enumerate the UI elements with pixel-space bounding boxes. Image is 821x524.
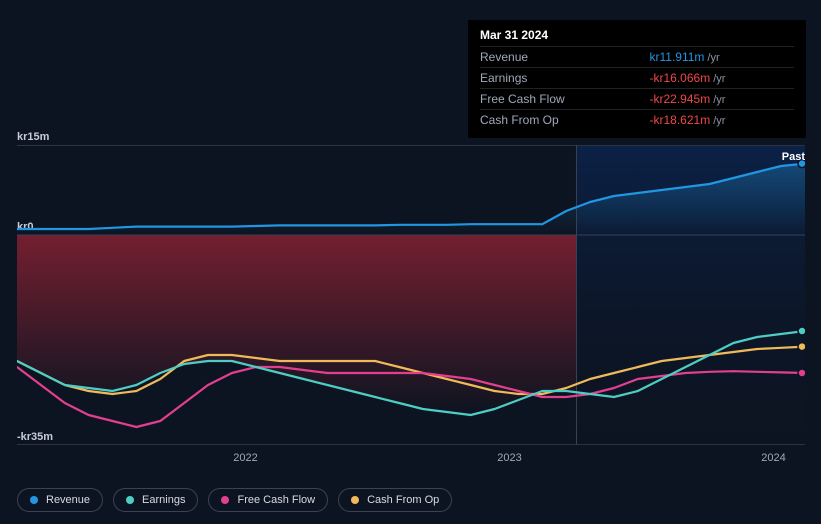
tooltip-row-label: Revenue bbox=[480, 47, 620, 68]
tooltip-row-value: -kr22.945m/yr bbox=[620, 89, 795, 110]
legend-dot-icon bbox=[126, 496, 134, 504]
legend-item-cfo[interactable]: Cash From Op bbox=[338, 488, 452, 512]
tooltip-row-value: -kr18.621m/yr bbox=[620, 110, 795, 131]
legend-dot-icon bbox=[30, 496, 38, 504]
x-axis-tick: 2023 bbox=[497, 452, 521, 464]
y-axis-tick: kr15m bbox=[17, 131, 49, 143]
tooltip-table: Revenue kr11.911m/yrEarnings -kr16.066m/… bbox=[480, 46, 794, 130]
chart-svg bbox=[17, 145, 805, 445]
tooltip-row-value: kr11.911m/yr bbox=[620, 47, 795, 68]
tooltip-row-label: Earnings bbox=[480, 68, 620, 89]
legend-dot-icon bbox=[221, 496, 229, 504]
chart-plot: Past bbox=[17, 145, 805, 445]
legend-item-fcf[interactable]: Free Cash Flow bbox=[208, 488, 328, 512]
x-axis-tick: 2024 bbox=[761, 452, 785, 464]
past-label: Past bbox=[782, 151, 805, 163]
legend-item-revenue[interactable]: Revenue bbox=[17, 488, 103, 512]
x-axis-tick: 2022 bbox=[233, 452, 257, 464]
legend-label: Earnings bbox=[142, 494, 185, 506]
chart-container: Mar 31 2024 Revenue kr11.911m/yrEarnings… bbox=[0, 0, 821, 524]
tooltip-row-label: Free Cash Flow bbox=[480, 89, 620, 110]
data-tooltip: Mar 31 2024 Revenue kr11.911m/yrEarnings… bbox=[468, 20, 806, 138]
tooltip-row-label: Cash From Op bbox=[480, 110, 620, 131]
legend: Revenue Earnings Free Cash Flow Cash From O… bbox=[17, 488, 452, 512]
legend-label: Free Cash Flow bbox=[237, 494, 315, 506]
legend-item-earnings[interactable]: Earnings bbox=[113, 488, 198, 512]
legend-label: Revenue bbox=[46, 494, 90, 506]
tooltip-row-value: -kr16.066m/yr bbox=[620, 68, 795, 89]
legend-label: Cash From Op bbox=[367, 494, 439, 506]
legend-dot-icon bbox=[351, 496, 359, 504]
tooltip-title: Mar 31 2024 bbox=[480, 28, 794, 46]
